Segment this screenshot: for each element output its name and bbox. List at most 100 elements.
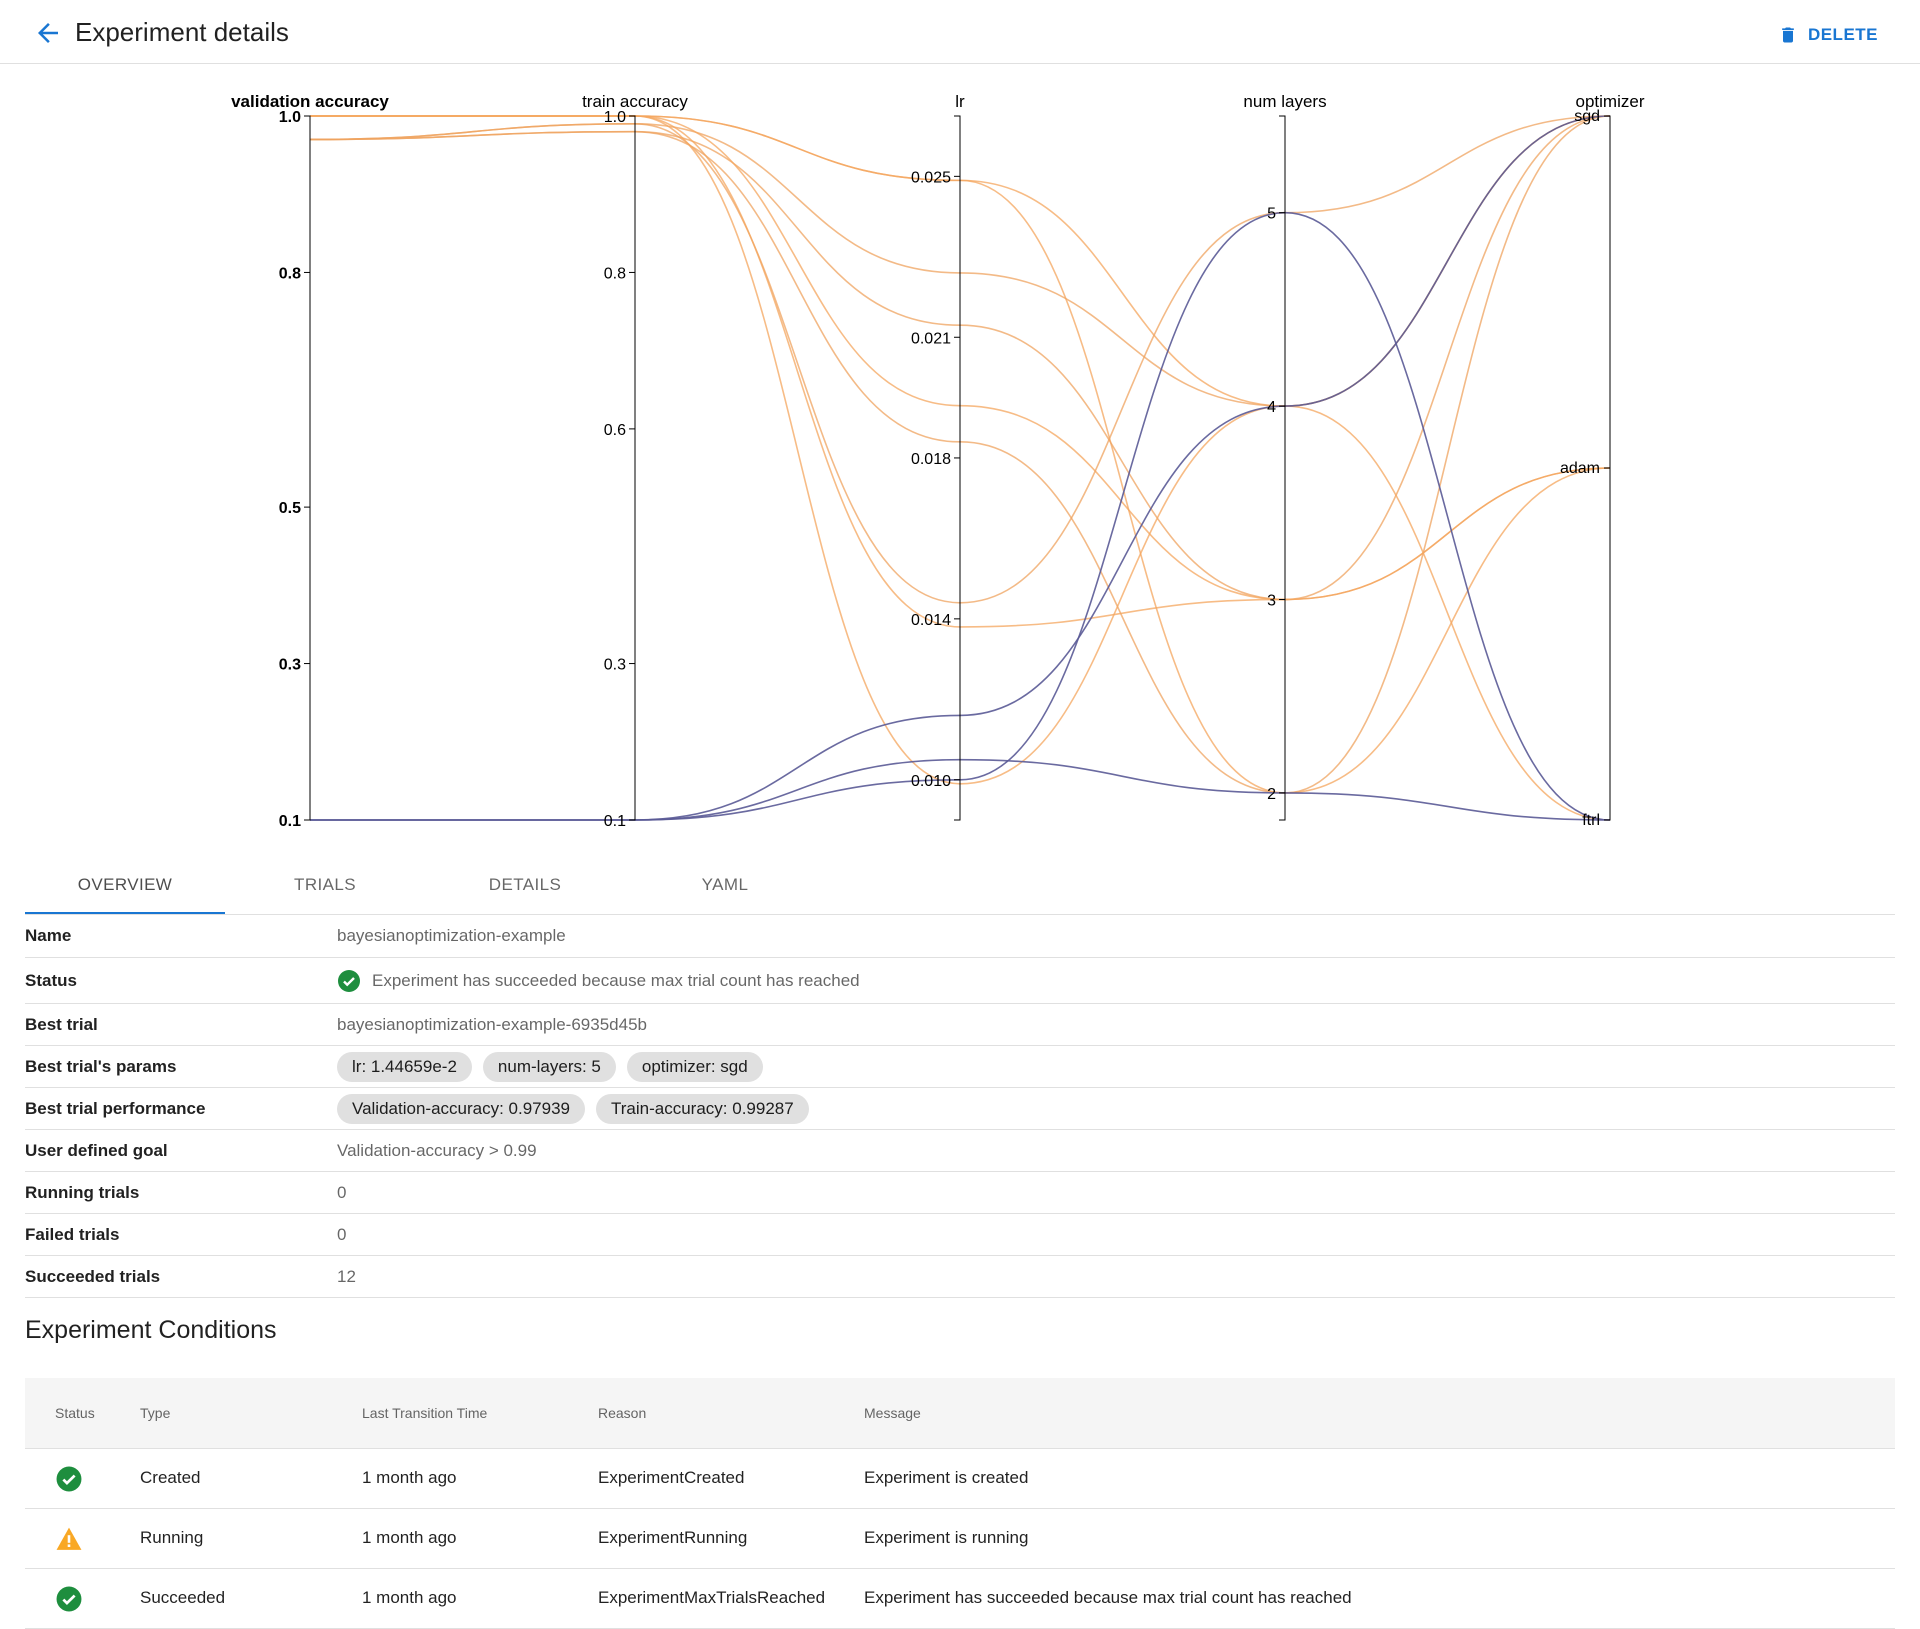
info-row-params: Best trial's params lr: 1.44659e-2 num-l…	[25, 1046, 1895, 1088]
conditions-title: Experiment Conditions	[25, 1316, 277, 1344]
axis-validation-accuracy: validation accuracy 0.1 0.3 0.5 0.8 1.0	[231, 92, 389, 830]
param-chip-lr: lr: 1.44659e-2	[337, 1051, 472, 1082]
tick-label: 0.1	[604, 813, 626, 830]
tick-label: 0.6	[604, 422, 626, 439]
axis-title: validation accuracy	[231, 92, 389, 111]
tick-label: adam	[1560, 460, 1600, 477]
delete-label: DELETE	[1807, 25, 1878, 44]
info-row-status: Status Experiment has succeeded because …	[25, 958, 1895, 1004]
performance-label: Best trial performance	[25, 1098, 206, 1118]
col-type: Type	[140, 1405, 171, 1421]
axis-title: optimizer	[1576, 92, 1645, 111]
col-reason: Reason	[598, 1405, 647, 1421]
info-row-name: Name bayesianoptimization-example	[25, 915, 1895, 958]
cell-message: Experiment has succeeded because max tri…	[864, 1588, 1352, 1607]
check-circle-icon	[56, 1466, 82, 1492]
check-circle-icon	[56, 1586, 82, 1612]
tick-label: 0.8	[604, 265, 626, 282]
page-title: Experiment details	[75, 17, 289, 47]
conditions-header: Status Type Last Transition Time Reason …	[25, 1378, 1895, 1449]
axis-train-accuracy: train accuracy 0.1 0.3 0.6 0.8 1.0	[582, 92, 688, 830]
metric-chip-train: Train-accuracy: 0.99287	[596, 1093, 809, 1124]
best-trial-label: Best trial	[25, 1014, 98, 1034]
performance-chips: Validation-accuracy: 0.97939 Train-accur…	[337, 1093, 809, 1124]
params-label: Best trial's params	[25, 1056, 177, 1076]
cell-reason: ExperimentRunning	[598, 1528, 748, 1547]
cell-reason: ExperimentMaxTrialsReached	[598, 1588, 826, 1607]
cell-type: Running	[140, 1528, 204, 1547]
tick-label: 0.3	[279, 657, 301, 674]
col-status: Status	[55, 1405, 95, 1421]
tick-label: 0.1	[279, 813, 301, 830]
tick-label: 0.5	[279, 500, 301, 517]
info-row-running: Running trials 0	[25, 1172, 1895, 1214]
name-value: bayesianoptimization-example	[337, 926, 566, 945]
check-circle-icon	[338, 969, 360, 992]
overview-table: Name bayesianoptimization-example Status…	[25, 915, 1895, 1298]
col-time: Last Transition Time	[362, 1405, 488, 1421]
info-row-failed: Failed trials 0	[25, 1214, 1895, 1256]
cell-time: 1 month ago	[362, 1468, 457, 1487]
succeeded-label: Succeeded trials	[25, 1266, 161, 1286]
cell-time: 1 month ago	[362, 1528, 457, 1547]
tick-label: 4	[1267, 399, 1276, 416]
axis-line	[1279, 115, 1286, 821]
info-row-best-trial: Best trial bayesianoptimization-example-…	[25, 1004, 1895, 1046]
cell-message: Experiment is created	[864, 1468, 1029, 1487]
axis-title: lr	[955, 92, 965, 111]
table-row: Succeeded 1 month ago ExperimentMaxTrial…	[25, 1569, 1895, 1629]
tab-bar: OVERVIEW TRIALS DETAILS YAML	[25, 863, 1895, 915]
info-row-succeeded: Succeeded trials 12	[25, 1256, 1895, 1298]
tick-label: 0.8	[279, 265, 301, 282]
axis-title: num layers	[1243, 92, 1326, 111]
cell-time: 1 month ago	[362, 1588, 457, 1607]
failed-value: 0	[337, 1224, 347, 1244]
status-value-wrap: Experiment has succeeded because max tri…	[337, 969, 860, 993]
info-row-performance: Best trial performance Validation-accura…	[25, 1088, 1895, 1130]
tab-yaml[interactable]: YAML	[701, 875, 749, 894]
tick-label: ftrl	[1582, 812, 1600, 829]
tick-label: 0.010	[911, 773, 951, 790]
delete-button[interactable]: DELETE	[1778, 20, 1878, 50]
cell-type: Created	[140, 1468, 201, 1487]
goal-label: User defined goal	[25, 1140, 168, 1160]
axis-line	[629, 115, 636, 821]
tick-label: 1.0	[604, 109, 626, 126]
succeeded-value: 12	[337, 1266, 356, 1286]
conditions-table: Status Type Last Transition Time Reason …	[25, 1378, 1895, 1629]
tick-label: 2	[1267, 786, 1276, 803]
tab-overview[interactable]: OVERVIEW	[25, 863, 225, 914]
tick-label: 0.021	[911, 330, 951, 347]
series-line-trial-8	[309, 115, 1611, 794]
table-row: Created 1 month ago ExperimentCreated Ex…	[25, 1449, 1895, 1509]
tab-details[interactable]: DETAILS	[488, 875, 562, 894]
cell-type: Succeeded	[140, 1588, 226, 1607]
name-label: Name	[25, 926, 72, 945]
axis-lr: lr 0.010 0.014 0.018 0.021 0.025	[911, 92, 965, 821]
tab-trials[interactable]: TRIALS	[294, 875, 356, 894]
info-row-goal: User defined goal Validation-accuracy > …	[25, 1130, 1895, 1172]
series-line-trial-9	[310, 115, 1611, 821]
status-label: Status	[25, 970, 77, 990]
status-text: Experiment has succeeded because max tri…	[372, 970, 860, 990]
tick-label: 0.3	[604, 657, 626, 674]
axis-line	[954, 115, 961, 821]
tick-label: 5	[1267, 206, 1276, 223]
chart-svg: validation accuracy0.10.30.50.81.0train …	[231, 92, 1645, 830]
cell-message: Experiment is running	[864, 1528, 1029, 1547]
tick-label: 1.0	[279, 109, 301, 126]
table-row: Running 1 month ago ExperimentRunning Ex…	[25, 1509, 1895, 1569]
warning-icon	[56, 1527, 82, 1550]
metric-chip-validation: Validation-accuracy: 0.97939	[337, 1093, 585, 1124]
back-button[interactable]	[33, 18, 63, 48]
params-chips: lr: 1.44659e-2 num-layers: 5 optimizer: …	[337, 1051, 763, 1082]
axis-line	[304, 115, 311, 821]
param-chip-optimizer: optimizer: sgd	[626, 1051, 763, 1082]
param-chip-num-layers: num-layers: 5	[482, 1051, 616, 1082]
tick-label: 0.014	[911, 612, 951, 629]
cell-reason: ExperimentCreated	[598, 1468, 745, 1487]
tick-label: 0.018	[911, 451, 951, 468]
failed-label: Failed trials	[25, 1224, 120, 1244]
running-label: Running trials	[25, 1182, 140, 1202]
